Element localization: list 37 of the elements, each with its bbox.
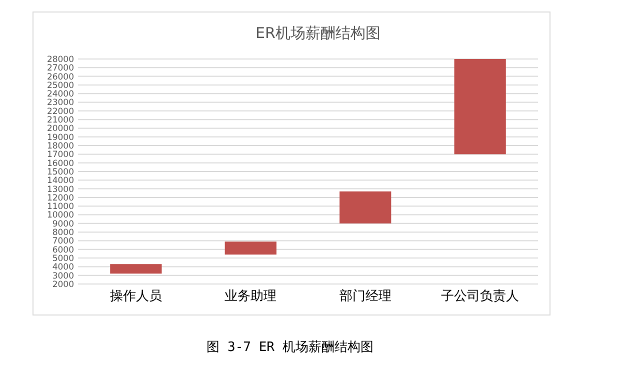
y-tick-label: 11000 xyxy=(46,202,74,212)
y-tick-label: 27000 xyxy=(46,64,74,74)
bar xyxy=(110,264,162,274)
x-tick-label: 操作人员 xyxy=(110,289,162,304)
y-tick-label: 5000 xyxy=(52,254,74,264)
bar xyxy=(224,242,276,255)
y-tick-label: 10000 xyxy=(46,210,74,221)
y-tick-label: 18000 xyxy=(46,142,74,152)
y-tick-label: 21000 xyxy=(46,116,74,126)
x-tick-label: 子公司负责人 xyxy=(441,289,520,304)
y-tick-label: 28000 xyxy=(46,54,74,65)
y-tick-label: 6000 xyxy=(52,245,74,256)
bar xyxy=(454,59,506,154)
bar xyxy=(340,191,392,224)
y-tick-label: 15000 xyxy=(46,167,74,178)
y-tick-label: 2000 xyxy=(52,280,74,290)
y-tick-label: 24000 xyxy=(46,90,74,100)
y-tick-label: 20000 xyxy=(46,124,74,134)
y-tick-label: 23000 xyxy=(46,98,74,108)
chart-title: ER机场薪酬结构图 xyxy=(256,24,380,42)
caption: 图 3-7 ER 机场薪酬结构图 xyxy=(206,340,374,355)
y-tick-label: 7000 xyxy=(52,236,74,247)
y-tick-label: 22000 xyxy=(46,106,74,117)
y-tick-label: 9000 xyxy=(52,219,74,230)
y-tick-label: 8000 xyxy=(52,228,74,238)
y-tick-label: 3000 xyxy=(52,271,74,282)
x-tick-label: 业务助理 xyxy=(224,289,277,304)
y-tick-label: 16000 xyxy=(46,158,74,169)
y-tick-label: 12000 xyxy=(46,193,74,204)
y-tick-label: 17000 xyxy=(46,150,74,160)
y-tick-label: 25000 xyxy=(46,80,74,91)
y-tick-label: 26000 xyxy=(46,72,74,82)
y-tick-label: 4000 xyxy=(52,262,74,273)
y-tick-label: 13000 xyxy=(46,184,74,195)
x-tick-label: 部门经理 xyxy=(339,288,392,304)
y-tick-label: 14000 xyxy=(46,176,74,186)
y-tick-label: 19000 xyxy=(46,132,74,143)
